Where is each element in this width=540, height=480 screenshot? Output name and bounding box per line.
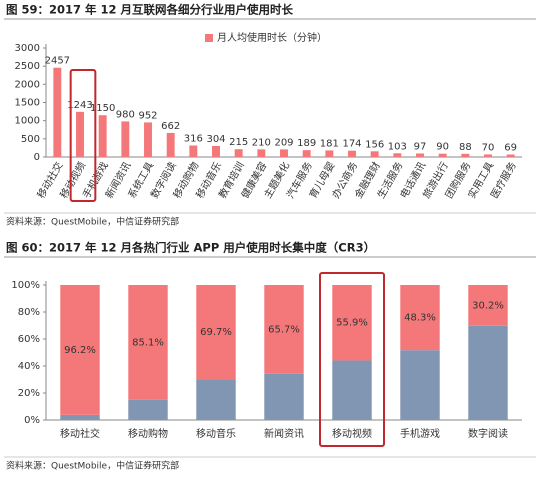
bar: [196, 285, 236, 380]
bar: [98, 115, 107, 157]
y-tick-label: 0%: [24, 415, 40, 426]
source-note: 资料来源：QuestMobile，中信证券研究部: [6, 216, 179, 228]
highlight-box: [319, 272, 385, 447]
bar: [166, 132, 175, 157]
x-tick-label: 移动视频: [332, 427, 372, 440]
x-tick-label: 移动音乐: [196, 427, 236, 440]
legend-label: 月人均使用时长（分钟）: [217, 31, 327, 44]
y-tick-label: 3000: [15, 43, 40, 54]
data-label: 156: [365, 139, 384, 150]
y-tick-label: 1500: [15, 98, 40, 109]
data-label: 1243: [67, 100, 92, 111]
y-tick-label: 0: [34, 152, 40, 163]
y-tick-label: 1000: [15, 116, 40, 127]
bar: [264, 285, 304, 374]
bar: [128, 285, 168, 400]
bar: [76, 111, 84, 157]
bar: [438, 153, 447, 157]
data-label: 189: [297, 138, 316, 149]
x-tick-label: 数字阅读: [468, 427, 508, 440]
bar: [468, 325, 508, 420]
data-label: 103: [388, 141, 407, 152]
data-label: 2457: [45, 56, 70, 67]
data-label: 215: [229, 137, 248, 148]
bar: [461, 153, 470, 157]
bar: [121, 121, 130, 157]
y-tick-label: 40%: [18, 361, 40, 372]
x-tick-label: 手机游戏: [400, 427, 440, 440]
legend-swatch: [205, 34, 213, 42]
data-label: 662: [161, 121, 180, 132]
source-note: 资料来源：QuestMobile，中信证券研究部: [6, 460, 179, 472]
data-label: 316: [184, 134, 203, 145]
bar: [212, 145, 220, 157]
bar: [370, 151, 379, 157]
bar: [280, 149, 288, 157]
x-tick-label: 移动购物: [128, 427, 168, 440]
data-label: 30.2%: [472, 300, 504, 311]
y-tick-label: 60%: [18, 334, 40, 345]
bar: [302, 150, 311, 157]
data-label: 48.3%: [404, 313, 436, 324]
chart-title: 图 59：2017 年 12 月互联网各细分行业用户使用时长: [6, 3, 294, 17]
data-label: 69: [504, 142, 517, 153]
bar: [400, 285, 440, 351]
y-tick-label: 500: [21, 134, 40, 145]
data-label: 90: [436, 142, 449, 153]
bar: [468, 285, 508, 326]
data-label: 69.7%: [200, 327, 232, 338]
data-label: 304: [206, 134, 225, 145]
bar: [60, 414, 100, 420]
bar: [189, 145, 198, 157]
bar: [332, 285, 372, 361]
bar: [53, 67, 62, 157]
bar: [264, 373, 304, 420]
bar: [416, 153, 424, 157]
data-label: 980: [116, 109, 135, 120]
data-label: 85.1%: [132, 337, 164, 348]
data-label: 181: [320, 138, 339, 149]
bar: [234, 149, 243, 157]
y-tick-label: 80%: [18, 307, 40, 318]
bar: [144, 122, 152, 157]
y-tick-label: 2000: [15, 79, 40, 90]
data-label: 96.2%: [64, 345, 96, 356]
data-label: 210: [252, 137, 271, 148]
data-label: 1150: [90, 103, 115, 114]
data-label: 174: [342, 139, 361, 150]
y-tick-label: 2500: [15, 61, 40, 72]
x-tick-label: 新闻资讯: [264, 427, 304, 440]
highlight-box: [69, 69, 97, 202]
data-label: 209: [274, 137, 293, 148]
data-label: 70: [482, 142, 495, 153]
bar: [60, 285, 100, 415]
data-label: 65.7%: [268, 324, 300, 335]
y-tick-label: 100%: [11, 280, 40, 291]
bar: [325, 150, 334, 157]
bar: [393, 153, 402, 157]
bar: [332, 360, 372, 420]
x-tick-label: 移动社交: [60, 427, 100, 440]
chart-title: 图 60：2017 年 12 月各热门行业 APP 用户使用时长集中度（CR3）: [6, 241, 375, 255]
data-label: 952: [138, 110, 157, 121]
bar: [257, 149, 266, 157]
data-label: 55.9%: [336, 318, 368, 329]
bar: [400, 350, 440, 420]
bar: [506, 154, 515, 157]
bar: [348, 150, 356, 157]
bar: [128, 399, 168, 420]
bar: [196, 379, 236, 420]
data-label: 88: [459, 142, 472, 153]
y-tick-label: 20%: [18, 388, 40, 399]
data-label: 97: [414, 141, 427, 152]
bar: [484, 154, 492, 157]
